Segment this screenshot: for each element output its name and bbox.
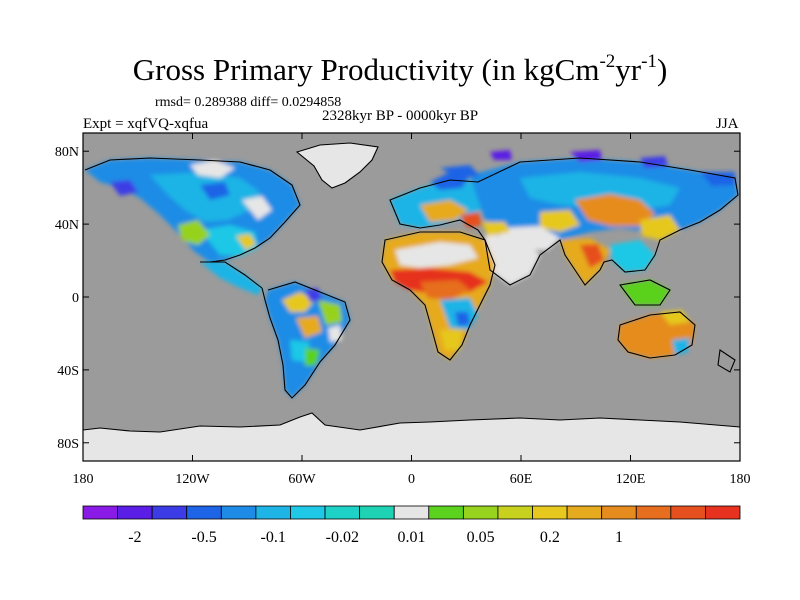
colorbar-swatch bbox=[220, 505, 257, 520]
colorbar-swatch bbox=[359, 505, 395, 520]
colorbar-label: -0.02 bbox=[326, 529, 359, 546]
lat-tick-label: 80S bbox=[57, 437, 79, 452]
colorbar-swatch bbox=[117, 505, 153, 520]
colorbar-swatch bbox=[532, 505, 568, 520]
colorbar-swatch bbox=[670, 505, 706, 520]
period-text: 2328kyr BP - 0000kyr BP bbox=[322, 108, 479, 124]
colorbar-swatch bbox=[255, 505, 291, 520]
lat-tick-label: 40S bbox=[57, 364, 79, 379]
lon-tick-label: 60W bbox=[288, 472, 316, 487]
greenland-ice bbox=[297, 143, 378, 188]
colorbar-swatch bbox=[428, 505, 464, 520]
season-label: JJA bbox=[716, 116, 739, 132]
lon-tick-label: 180 bbox=[730, 472, 751, 487]
colorbar-label: 0.2 bbox=[540, 529, 560, 546]
lat-tick-label: 0 bbox=[72, 291, 79, 306]
lon-tick-label: 120E bbox=[616, 472, 646, 487]
stats-text: rmsd= 0.289388 diff= 0.0294858 bbox=[155, 95, 342, 110]
colorbar-label: -0.5 bbox=[191, 529, 216, 546]
lon-tick-label: 120W bbox=[175, 472, 210, 487]
colorbar-swatch bbox=[462, 505, 499, 520]
colorbar-swatch bbox=[566, 505, 603, 520]
colorbar-swatch bbox=[705, 505, 741, 520]
colorbar-label: -2 bbox=[128, 529, 141, 546]
lat-tick-label: 80N bbox=[55, 145, 79, 160]
antarctica-ice bbox=[83, 413, 740, 461]
colorbar-label: 0.05 bbox=[467, 529, 495, 546]
colorbar-label: 0.01 bbox=[398, 529, 426, 546]
colorbar-swatch bbox=[151, 505, 188, 520]
gpp-field bbox=[85, 150, 738, 398]
colorbar-swatch bbox=[82, 505, 118, 520]
lon-tick-label: 60E bbox=[510, 472, 533, 487]
colorbar-swatch bbox=[324, 505, 361, 520]
coastlines bbox=[83, 142, 740, 433]
experiment-label: Expt = xqfVQ-xqfua bbox=[83, 116, 209, 132]
colorbar-swatch bbox=[290, 505, 326, 520]
colorbar-label: -0.1 bbox=[261, 529, 286, 546]
colorbar-swatch bbox=[186, 505, 222, 520]
plot-title: Gross Primary Productivity (in kgCm-2yr-… bbox=[132, 51, 668, 87]
lon-tick-label: 0 bbox=[408, 472, 415, 487]
lat-tick-label: 40N bbox=[55, 218, 79, 233]
colorbar-swatch bbox=[497, 505, 533, 520]
colorbar-swatch bbox=[635, 505, 672, 520]
colorbar-label: 1 bbox=[615, 529, 623, 546]
map-axes: 80N 40N 0 40S 80S 180 120W 60W 0 60E 120E 180 bbox=[55, 133, 751, 487]
lon-tick-label: 180 bbox=[73, 472, 94, 487]
colorbar-swatch bbox=[601, 505, 637, 520]
colorbar-swatch bbox=[393, 505, 430, 520]
